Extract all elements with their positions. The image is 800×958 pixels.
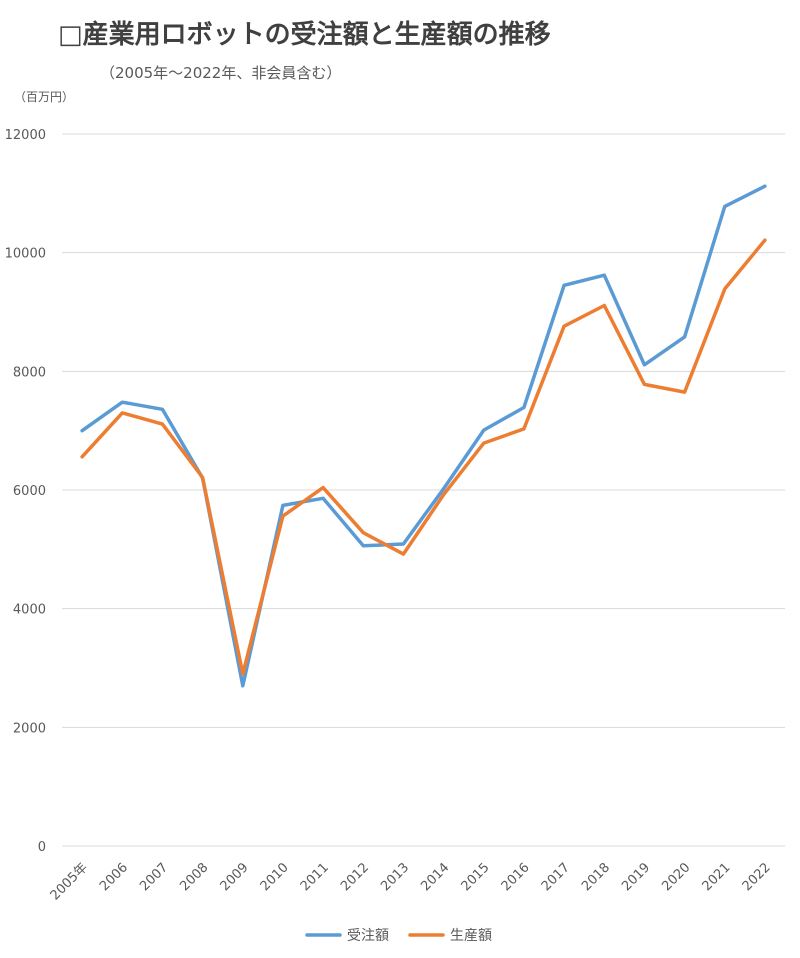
x-tick-label: 2020: [659, 860, 693, 894]
x-tick-label: 2022: [740, 860, 774, 894]
x-tick-label: 2021: [700, 860, 734, 894]
gridlines: [62, 133, 785, 847]
y-tick-label: 0: [38, 840, 46, 855]
y-axis-unit-label: （百万円）: [14, 90, 75, 104]
x-tick-label: 2019: [619, 860, 653, 894]
legend-label-1: 受注額: [347, 928, 389, 944]
chart-subtitle: （2005年～2022年、非会員含む）: [100, 64, 342, 82]
legend: 受注額 生産額: [305, 928, 492, 944]
series-lines: [80, 184, 767, 688]
x-tick-label: 2016: [499, 860, 533, 894]
x-tick-label: 2014: [418, 860, 452, 894]
y-tick-label: 4000: [13, 603, 46, 618]
x-axis-ticks: 2005年 2006 2007 2008 2009 2010 2011 2012 2013 201…: [48, 860, 774, 903]
x-tick-label: 2015: [459, 860, 493, 894]
y-tick-label: 6000: [13, 484, 46, 499]
y-tick-label: 8000: [13, 365, 46, 380]
x-tick-label: 2011: [298, 860, 332, 894]
series-line-2: [80, 238, 767, 676]
x-tick-label: 2008: [177, 860, 211, 894]
x-tick-label: 2018: [579, 860, 613, 894]
y-tick-label: 10000: [5, 247, 46, 262]
x-tick-label: 2006: [97, 860, 131, 894]
x-tick-label: 2017: [539, 860, 573, 894]
x-tick-label: 2009: [218, 860, 252, 894]
y-tick-label: 12000: [5, 128, 46, 143]
y-tick-label: 2000: [13, 721, 46, 736]
series-line-1: [80, 184, 767, 688]
x-tick-label: 2010: [258, 860, 292, 894]
x-tick-label: 2012: [338, 860, 372, 894]
x-tick-label: 2007: [137, 860, 171, 894]
x-tick-label: 2013: [378, 860, 412, 894]
chart-title: □産業用ロボットの受注額と生産額の推移: [58, 20, 551, 50]
x-tick-label: 2005年: [48, 860, 91, 903]
y-axis-ticks: 0 2000 4000 6000 8000 10000 12000: [5, 128, 46, 855]
legend-label-2: 生産額: [450, 928, 492, 944]
